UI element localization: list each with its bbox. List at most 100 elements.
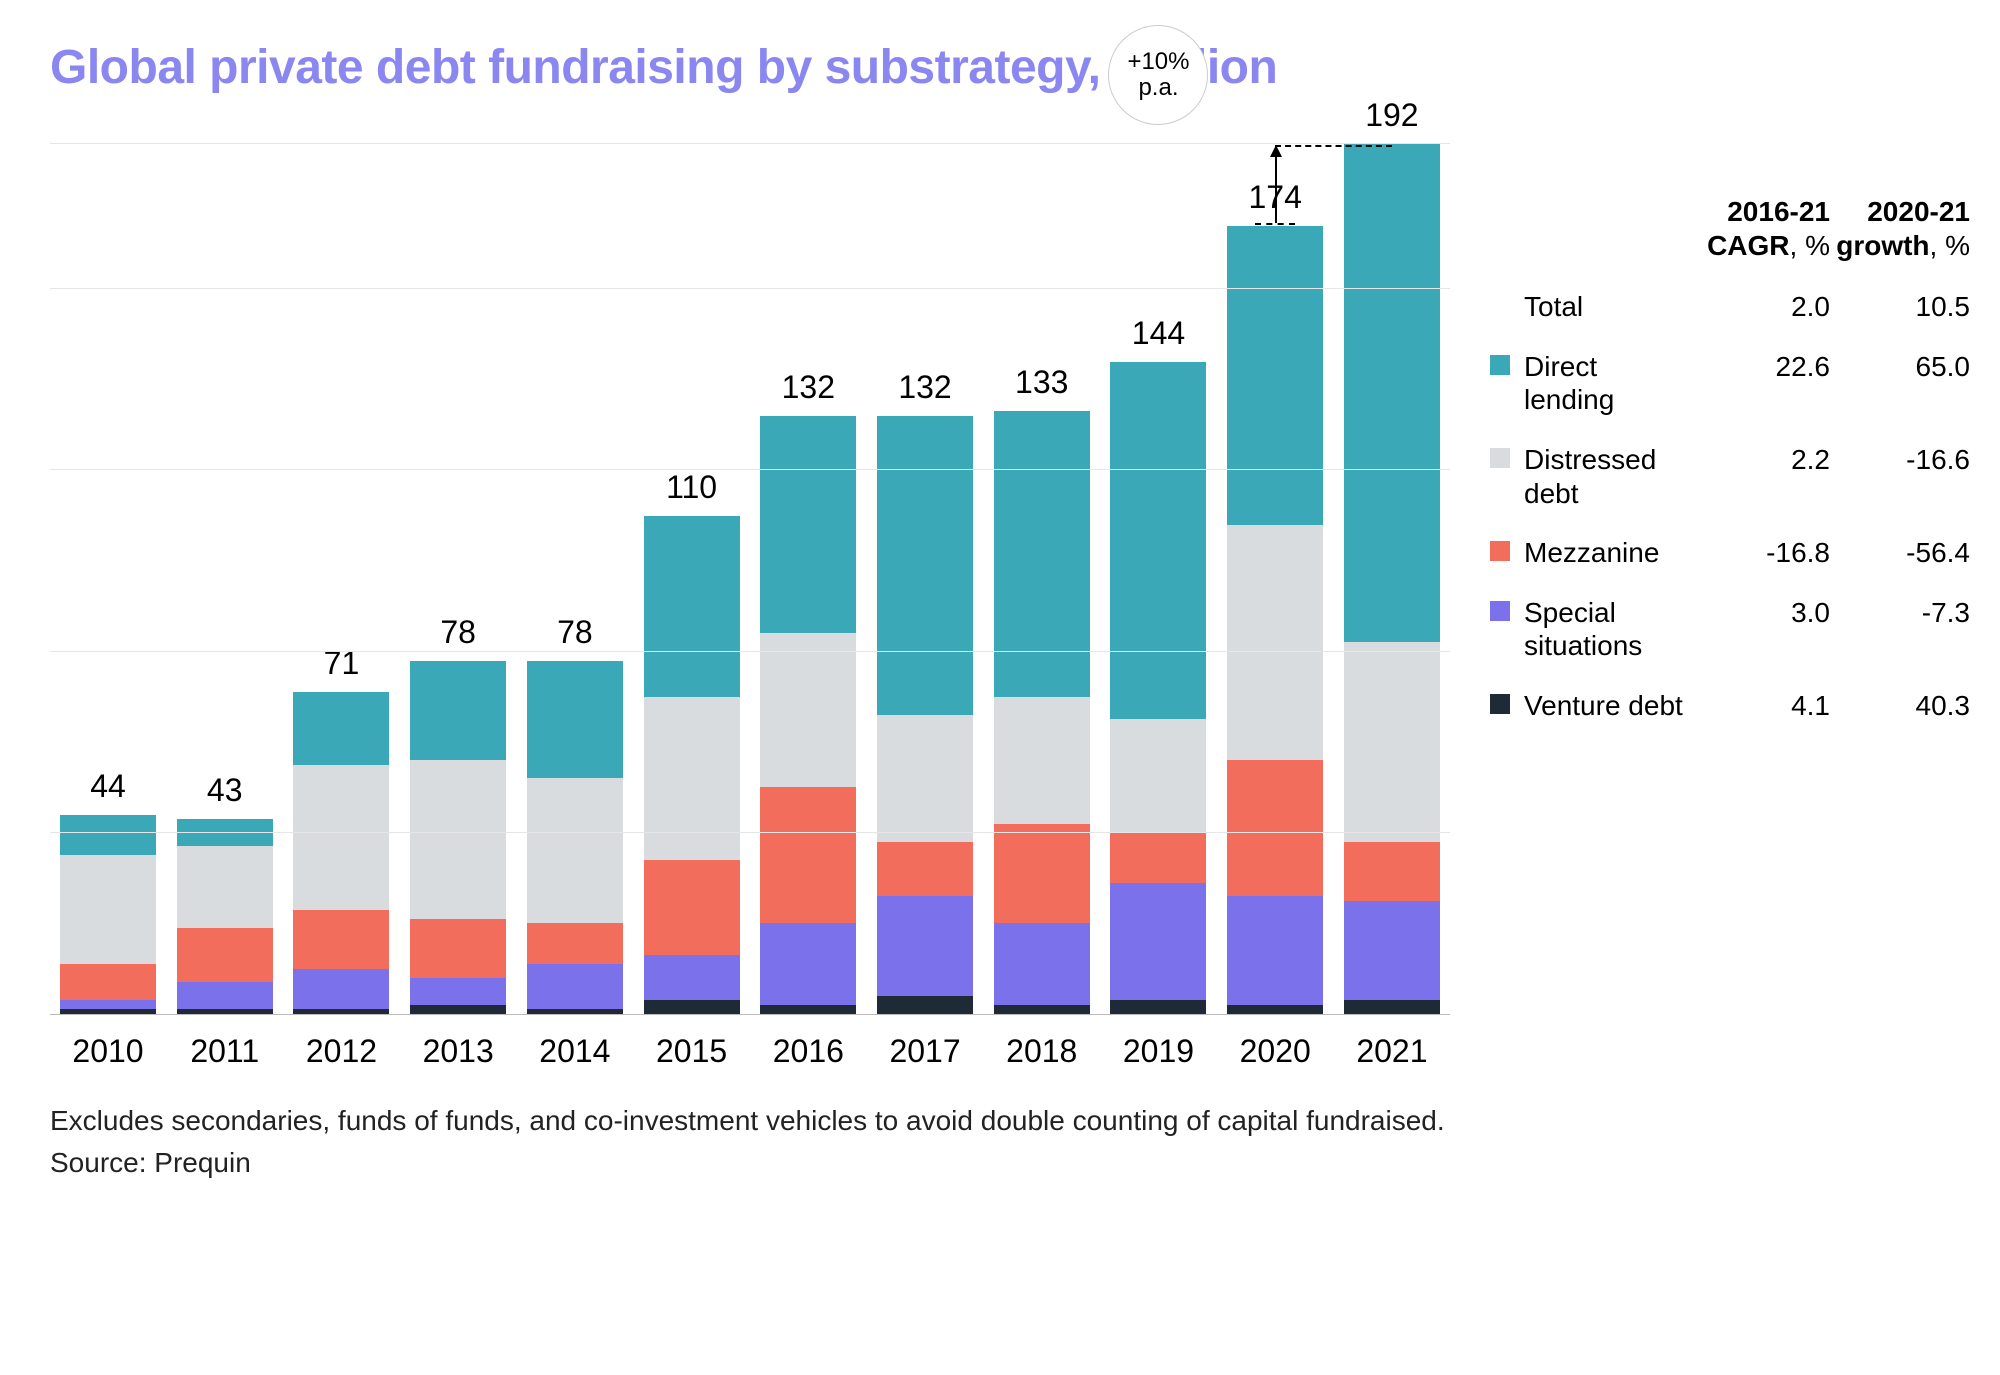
xaxis-label: 2012 xyxy=(293,1033,389,1070)
segment-mezzanine xyxy=(760,787,856,923)
segment-mezzanine xyxy=(177,928,273,982)
segment-direct_lending xyxy=(177,819,273,846)
segment-distressed_debt xyxy=(877,715,973,842)
segment-distressed_debt xyxy=(644,697,740,860)
segment-distressed_debt xyxy=(994,697,1090,824)
segment-direct_lending xyxy=(1227,226,1323,525)
segment-special_situations xyxy=(527,964,623,1009)
bar-2020: 174 xyxy=(1227,226,1323,1014)
table-header: 2016-21 CAGR, % 2020-21 growth, % xyxy=(1490,195,1970,262)
table-row-label: Distressed debt xyxy=(1524,443,1690,510)
segment-special_situations xyxy=(644,955,740,1000)
segment-direct_lending xyxy=(1344,144,1440,642)
segment-special_situations xyxy=(877,896,973,996)
gridline xyxy=(50,469,1450,470)
table-row-label: Mezzanine xyxy=(1524,536,1690,570)
segment-venture_debt xyxy=(644,1000,740,1014)
legend-swatch xyxy=(1490,448,1510,468)
table-body: Total2.010.5Direct lending22.665.0Distre… xyxy=(1490,290,1970,722)
segment-venture_debt xyxy=(994,1005,1090,1014)
bar-2019: 144 xyxy=(1110,362,1206,1015)
segment-venture_debt xyxy=(1344,1000,1440,1014)
table-cagr-value: 2.0 xyxy=(1690,290,1830,324)
gridline xyxy=(50,651,1450,652)
segment-venture_debt xyxy=(60,1009,156,1014)
bar-2021: 192 xyxy=(1344,144,1440,1014)
segment-mezzanine xyxy=(994,824,1090,924)
table-cagr-value: 3.0 xyxy=(1690,596,1830,630)
segment-venture_debt xyxy=(1227,1005,1323,1014)
chart: 4443717878110132132133144174192 +10%p.a.… xyxy=(50,145,1450,1070)
bar-2016: 132 xyxy=(760,416,856,1014)
table-cagr-value: 4.1 xyxy=(1690,689,1830,723)
growth-callout: +10%p.a. xyxy=(1108,25,1208,125)
segment-mezzanine xyxy=(527,923,623,964)
bar-2017: 132 xyxy=(877,416,973,1014)
bar-total-label: 78 xyxy=(440,614,476,651)
bar-total-label: 144 xyxy=(1132,315,1185,352)
bar-total-label: 133 xyxy=(1015,364,1068,401)
table-row: Distressed debt2.2-16.6 xyxy=(1490,443,1970,510)
table-growth-value: 40.3 xyxy=(1830,689,1970,723)
xaxis-label: 2011 xyxy=(177,1033,273,1070)
table-cagr-value: 2.2 xyxy=(1690,443,1830,477)
segment-distressed_debt xyxy=(60,855,156,964)
content-area: 4443717878110132132133144174192 +10%p.a.… xyxy=(50,145,1950,1070)
segment-distressed_debt xyxy=(760,633,856,787)
footnote-line1: Excludes secondaries, funds of funds, an… xyxy=(50,1100,1950,1142)
bar-total-label: 132 xyxy=(782,369,835,406)
segment-special_situations xyxy=(410,978,506,1005)
bar-total-label: 192 xyxy=(1365,97,1418,134)
bars-container: 4443717878110132132133144174192 xyxy=(50,145,1450,1014)
xaxis-label: 2014 xyxy=(527,1033,623,1070)
segment-direct_lending xyxy=(1110,362,1206,720)
segment-venture_debt xyxy=(293,1009,389,1014)
bar-2013: 78 xyxy=(410,661,506,1014)
xaxis-label: 2017 xyxy=(877,1033,973,1070)
table-header-cagr: 2016-21 CAGR, % xyxy=(1690,195,1830,262)
legend-swatch xyxy=(1490,541,1510,561)
table-growth-value: -56.4 xyxy=(1830,536,1970,570)
stats-table: 2016-21 CAGR, % 2020-21 growth, % Total2… xyxy=(1490,145,1970,1070)
table-growth-value: -16.6 xyxy=(1830,443,1970,477)
segment-direct_lending xyxy=(60,815,156,856)
segment-distressed_debt xyxy=(410,760,506,919)
segment-distressed_debt xyxy=(1227,525,1323,761)
xaxis-label: 2018 xyxy=(994,1033,1090,1070)
segment-mezzanine xyxy=(1227,760,1323,896)
segment-special_situations xyxy=(1344,901,1440,1001)
segment-venture_debt xyxy=(527,1009,623,1014)
bar-2011: 43 xyxy=(177,819,273,1014)
table-growth-value: -7.3 xyxy=(1830,596,1970,630)
bar-total-label: 132 xyxy=(898,369,951,406)
segment-special_situations xyxy=(60,1000,156,1009)
segment-direct_lending xyxy=(293,692,389,765)
xaxis-label: 2015 xyxy=(644,1033,740,1070)
segment-mezzanine xyxy=(877,842,973,896)
table-growth-value: 65.0 xyxy=(1830,350,1970,384)
xaxis-label: 2021 xyxy=(1344,1033,1440,1070)
table-cagr-value: 22.6 xyxy=(1690,350,1830,384)
segment-special_situations xyxy=(1227,896,1323,1005)
segment-special_situations xyxy=(994,923,1090,1005)
segment-venture_debt xyxy=(760,1005,856,1014)
segment-direct_lending xyxy=(644,516,740,697)
segment-distressed_debt xyxy=(177,846,273,928)
gridline xyxy=(50,288,1450,289)
segment-venture_debt xyxy=(1110,1000,1206,1014)
segment-venture_debt xyxy=(177,1009,273,1014)
segment-mezzanine xyxy=(410,919,506,978)
gridline xyxy=(50,143,1450,144)
bar-2015: 110 xyxy=(644,516,740,1014)
plot-area: 4443717878110132132133144174192 +10%p.a. xyxy=(50,145,1450,1015)
bar-2018: 133 xyxy=(994,411,1090,1014)
bar-total-label: 110 xyxy=(666,469,717,506)
table-row: Total2.010.5 xyxy=(1490,290,1970,324)
footnote: Excludes secondaries, funds of funds, an… xyxy=(50,1100,1950,1184)
segment-distressed_debt xyxy=(293,765,389,910)
bar-total-label: 44 xyxy=(90,768,126,805)
table-row: Mezzanine-16.8-56.4 xyxy=(1490,536,1970,570)
segment-venture_debt xyxy=(410,1005,506,1014)
bar-total-label: 43 xyxy=(207,772,243,809)
segment-mezzanine xyxy=(1110,833,1206,883)
